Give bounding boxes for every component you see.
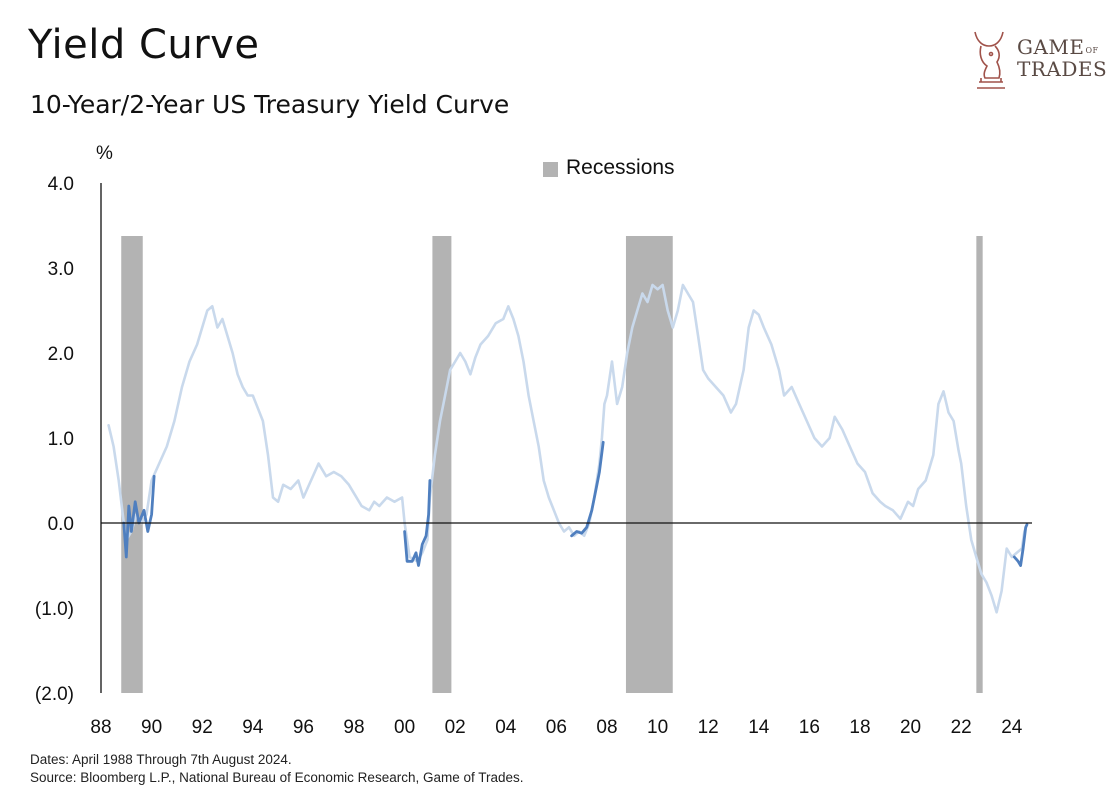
series-lines <box>107 283 1029 614</box>
x-tick-label: 96 <box>293 717 314 738</box>
game-of-trades-logo: GAMEOF TRADES <box>965 24 1107 94</box>
footer-source: Source: Bloomberg L.P., National Bureau … <box>30 770 524 785</box>
legend-recession-label: Recessions <box>566 156 675 179</box>
x-tick-label: 20 <box>900 717 921 738</box>
pre-recession-inversion-line <box>1012 523 1029 567</box>
recession-band <box>121 236 143 693</box>
chart-title: Yield Curve <box>28 22 260 68</box>
x-tick-label: 94 <box>242 717 264 738</box>
x-tick-label: 10 <box>647 717 668 738</box>
logo-line2: TRADES <box>1017 56 1108 81</box>
y-tick-label: (2.0) <box>35 684 74 705</box>
series-line <box>107 283 1029 614</box>
legend-recession-swatch <box>543 162 558 177</box>
x-tick-label: 04 <box>495 717 517 738</box>
x-tick-label: 08 <box>596 717 617 738</box>
x-tick-label: 22 <box>951 717 972 738</box>
pre-recession-inversion-line <box>403 479 432 567</box>
y-tick-label: 1.0 <box>48 429 74 450</box>
tick-labels: 4.0 3.0 2.0 1.0 0.0 (1.0) (2.0) 88 90 92 94 96 98 00 0… <box>35 174 1023 738</box>
x-tick-label: 90 <box>141 717 162 738</box>
x-tick-label: 88 <box>90 717 111 738</box>
x-tick-label: 24 <box>1001 717 1023 738</box>
x-tick-label: 06 <box>546 717 567 738</box>
recession-band <box>432 236 452 693</box>
x-tick-label: 00 <box>394 717 415 738</box>
chart-subtitle: 10-Year/2-Year US Treasury Yield Curve <box>30 90 510 119</box>
legend: Recessions <box>543 156 675 179</box>
recession-band <box>625 236 673 693</box>
footer-dates: Dates: April 1988 Through 7th August 202… <box>30 752 292 767</box>
axes <box>100 183 1032 693</box>
y-tick-label: 3.0 <box>48 259 74 280</box>
yield-curve-chart: 4.0 3.0 2.0 1.0 0.0 (1.0) (2.0) 88 90 92 94 96 98 00 0… <box>35 143 1032 738</box>
x-tick-label: 18 <box>849 717 870 738</box>
bull-knight-icon <box>974 31 1005 89</box>
x-tick-label: 98 <box>343 717 364 738</box>
logo-of: OF <box>1085 45 1099 55</box>
x-tick-label: 16 <box>799 717 820 738</box>
y-tick-label: 2.0 <box>48 344 74 365</box>
logo-line1: GAME <box>1017 35 1085 59</box>
pre-recession-inversion-line <box>570 440 605 538</box>
y-tick-label: 0.0 <box>48 514 74 535</box>
x-tick-label: 12 <box>698 717 719 738</box>
recession-bands <box>121 236 983 693</box>
x-tick-label: 02 <box>445 717 466 738</box>
recession-band <box>976 236 983 693</box>
x-tick-label: 14 <box>748 717 770 738</box>
x-tick-label: 92 <box>192 717 213 738</box>
logo-wordmark: GAMEOF TRADES <box>1017 35 1108 81</box>
y-tick-label: 4.0 <box>48 174 74 195</box>
y-tick-label: (1.0) <box>35 599 74 620</box>
y-axis-unit-label: % <box>96 143 113 164</box>
